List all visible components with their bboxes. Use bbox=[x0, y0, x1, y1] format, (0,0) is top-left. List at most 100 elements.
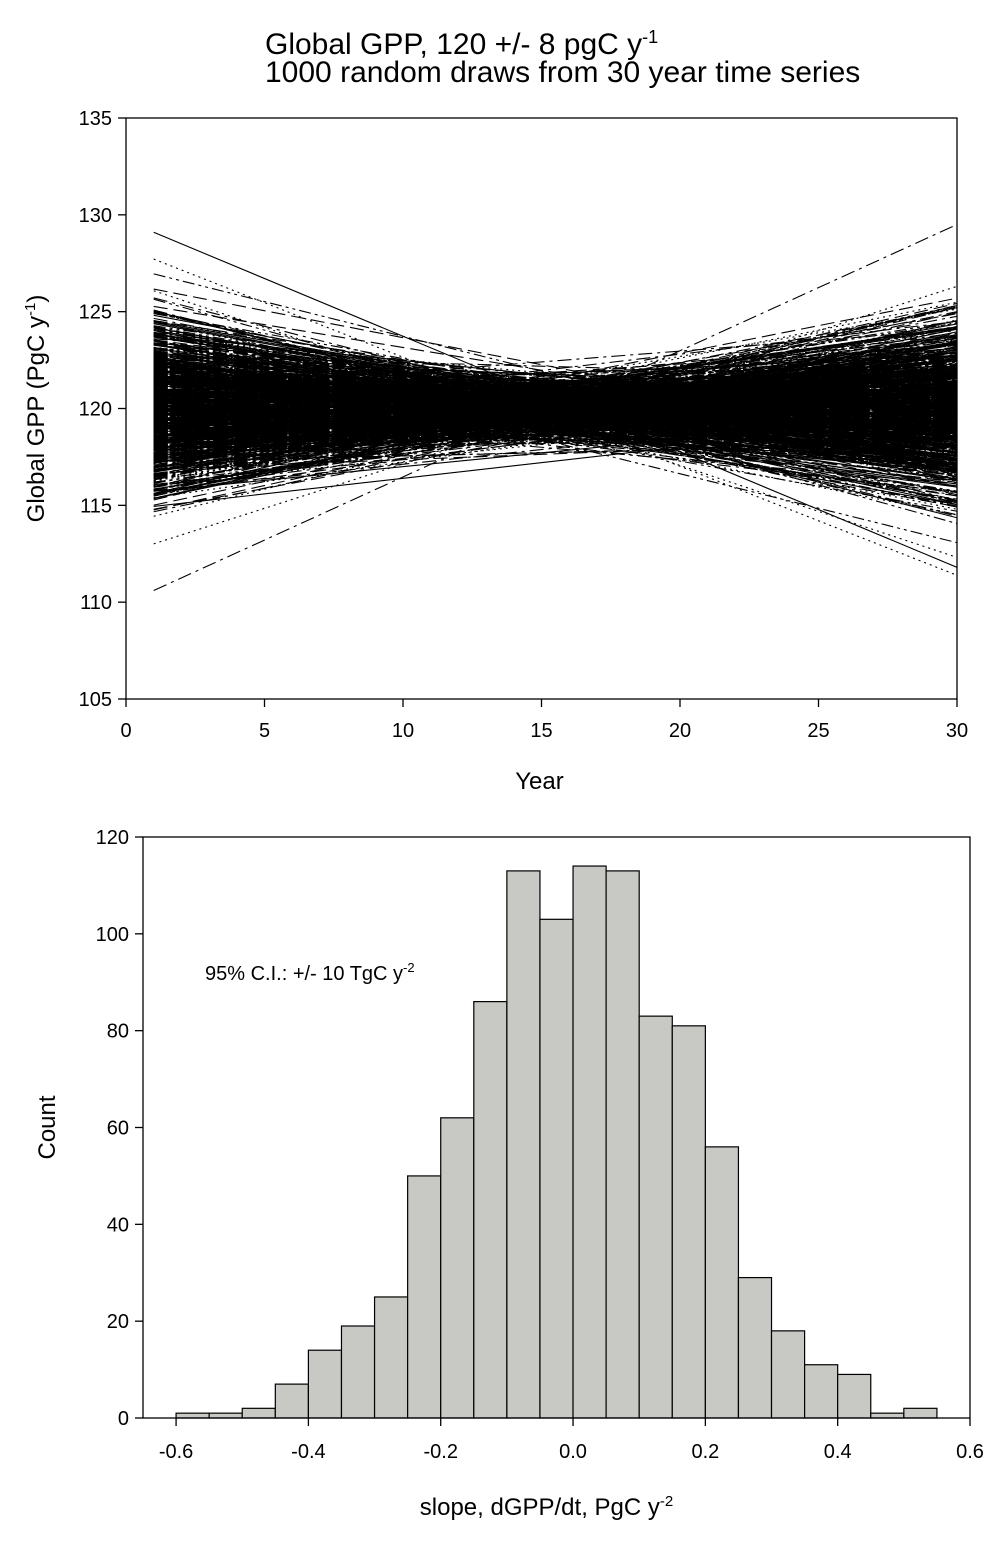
series-line bbox=[153, 363, 957, 419]
x-tick-label: 15 bbox=[530, 720, 552, 742]
series-line bbox=[153, 314, 957, 467]
series-line bbox=[153, 409, 957, 418]
series-line bbox=[153, 437, 957, 470]
histogram-bar bbox=[803, 1364, 839, 1419]
series-line bbox=[153, 420, 957, 455]
y-tick-label: 80 bbox=[107, 1021, 129, 1043]
histogram-bar bbox=[241, 1407, 276, 1419]
series-line bbox=[153, 401, 957, 424]
x-tick-label: 0.0 bbox=[559, 1441, 587, 1463]
series-line bbox=[153, 432, 957, 438]
series-line bbox=[153, 322, 957, 484]
series-line bbox=[153, 411, 957, 416]
series-line bbox=[153, 409, 957, 420]
series-line bbox=[153, 390, 957, 413]
x-axis-label: Year bbox=[515, 768, 564, 795]
histogram-bar bbox=[506, 870, 541, 1419]
series-line bbox=[153, 436, 957, 449]
y-tick-label: 60 bbox=[107, 1118, 129, 1140]
series-line bbox=[153, 346, 957, 468]
series-line bbox=[153, 371, 957, 487]
x-tick-label: -0.6 bbox=[159, 1441, 193, 1463]
x-tick-label: 10 bbox=[392, 720, 414, 742]
series-line bbox=[153, 414, 957, 434]
series-line bbox=[153, 336, 957, 425]
series-line bbox=[153, 416, 957, 466]
x-tick-label: 5 bbox=[259, 720, 270, 742]
series-line bbox=[153, 311, 957, 501]
series-line bbox=[153, 388, 957, 423]
series-line bbox=[153, 334, 957, 415]
y-axis-label: Global GPP (PgC y-1) bbox=[22, 295, 50, 523]
series-line bbox=[153, 308, 957, 447]
series-line bbox=[153, 425, 957, 455]
series-line bbox=[153, 359, 957, 415]
series-line bbox=[153, 356, 957, 508]
y-axis-label: Count bbox=[34, 1095, 61, 1159]
series-line bbox=[153, 415, 957, 432]
series-line bbox=[153, 442, 957, 463]
series-line bbox=[153, 306, 957, 492]
x-tick-label: 0.6 bbox=[956, 1441, 984, 1463]
histogram-bar bbox=[903, 1407, 938, 1419]
series-line bbox=[153, 373, 957, 438]
series-line bbox=[153, 409, 957, 414]
histogram-bar bbox=[175, 1412, 210, 1419]
series-line bbox=[153, 301, 957, 465]
series-line bbox=[153, 409, 957, 425]
y-tick-label: 20 bbox=[107, 1311, 129, 1333]
y-tick-label: 130 bbox=[79, 205, 112, 227]
series-line bbox=[153, 388, 957, 460]
histogram-bar bbox=[407, 1175, 442, 1419]
series-line-extreme bbox=[153, 231, 957, 568]
series-line bbox=[153, 400, 957, 414]
series-line bbox=[153, 417, 957, 424]
series-line bbox=[153, 402, 957, 409]
x-tick-label: 0 bbox=[120, 720, 131, 742]
histogram-bar bbox=[440, 1117, 475, 1419]
histogram-bar bbox=[870, 1412, 905, 1419]
series-line bbox=[153, 407, 957, 476]
y-tick-label: 110 bbox=[80, 592, 112, 614]
series-line bbox=[153, 404, 957, 448]
histogram-bar bbox=[837, 1373, 872, 1419]
histogram-bar bbox=[473, 1001, 508, 1419]
gpp-line-chart: 105 110 115 120 125 130 135 0 5 10 15 20 25 30 Year Glo… bbox=[22, 108, 968, 795]
histogram-bar bbox=[539, 918, 574, 1419]
x-axis-label: slope, dGPP/dt, PgC y-2 bbox=[420, 1493, 673, 1521]
series-line bbox=[153, 377, 957, 497]
series-line bbox=[153, 410, 957, 426]
series-line bbox=[153, 372, 957, 397]
series-line bbox=[153, 379, 957, 385]
series-line bbox=[153, 434, 957, 441]
series-line bbox=[153, 382, 957, 447]
series-line bbox=[153, 328, 957, 471]
y-tick-label: 120 bbox=[96, 827, 129, 849]
series-line bbox=[153, 421, 957, 435]
series-line bbox=[153, 402, 957, 448]
series-line bbox=[153, 412, 957, 418]
histogram-bar bbox=[605, 870, 640, 1419]
series-line bbox=[153, 386, 957, 432]
series-line bbox=[153, 352, 957, 432]
series-line bbox=[153, 344, 957, 473]
histogram-bar bbox=[373, 1296, 409, 1419]
histogram-bar bbox=[638, 1015, 673, 1419]
slope-histogram: 0 20 40 60 80 100 120 -0.6 -0.4 -0.2 0.0 0.2 0.4 0.6 s… bbox=[34, 827, 984, 1521]
histogram-bar bbox=[274, 1383, 310, 1419]
chart-title-line-2: 1000 random draws from 30 year time seri… bbox=[265, 56, 861, 89]
series-line bbox=[153, 336, 957, 442]
series-line bbox=[153, 408, 957, 422]
x-tick-label: 0.4 bbox=[824, 1441, 852, 1463]
histogram-bar bbox=[340, 1325, 376, 1419]
series-line bbox=[153, 390, 957, 419]
series-line bbox=[153, 414, 957, 428]
histogram-bar bbox=[208, 1412, 243, 1419]
series-line-extreme bbox=[153, 224, 957, 592]
series-line bbox=[153, 415, 957, 424]
series-line bbox=[153, 372, 957, 401]
annotation-ci: 95% C.I.: +/- 10 TgC y-2 bbox=[205, 960, 415, 985]
series-line bbox=[153, 409, 957, 441]
chart-title-line-1: Global GPP, 120 +/- 8 pgC y-1 bbox=[265, 27, 659, 61]
series-line bbox=[153, 388, 957, 440]
